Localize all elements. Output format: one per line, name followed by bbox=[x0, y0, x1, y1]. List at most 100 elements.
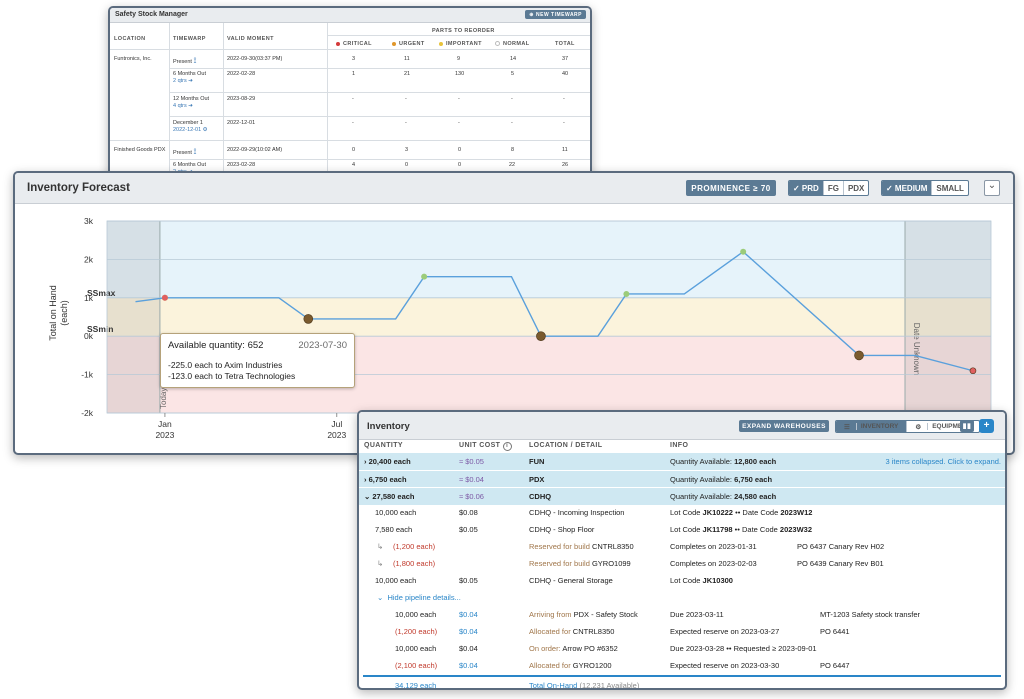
pipeline-row[interactable]: (2,100 each) $0.04 Allocated for GYRO120… bbox=[395, 661, 850, 670]
expand-warehouses-button[interactable]: EXPAND WAREHOUSES bbox=[739, 420, 829, 432]
timewarp-sub[interactable]: 4 qtrs ➔ bbox=[173, 103, 193, 109]
important-cell: 9 bbox=[457, 56, 461, 62]
moment-cell: 2023-02-28 bbox=[227, 162, 256, 168]
toggle-prd[interactable]: ✓ PRD bbox=[789, 181, 823, 195]
tooltip-line-2: -123.0 each to Tetra Technologies bbox=[168, 371, 296, 381]
warehouse-row-cdhq[interactable]: ⌄ 27,580 each ≈ $0.06 CDHQ Quantity Avai… bbox=[359, 487, 1005, 505]
safety-stock-title: Safety Stock Manager bbox=[115, 11, 188, 18]
lot-row[interactable]: 7,580 each $0.05 CDHQ - Shop Floor Lot C… bbox=[375, 525, 813, 534]
location-cell: Finished Goods PDX bbox=[114, 147, 166, 153]
lot-row[interactable]: 10,000 each $0.05 CDHQ - General Storage… bbox=[375, 576, 733, 585]
timewarp-cell[interactable]: Present ⟟ bbox=[173, 56, 197, 65]
y-tick-label: 3k bbox=[84, 216, 94, 226]
urgent-cell: - bbox=[405, 120, 407, 126]
arrow-right-icon: ➔ bbox=[188, 78, 193, 84]
timewarp-cell[interactable]: Present ⟟ bbox=[173, 147, 197, 156]
list-icon: ☰ bbox=[844, 423, 850, 431]
date-unknown-label: Date Unknown bbox=[912, 323, 921, 375]
arrow-right-icon: ➔ bbox=[188, 103, 193, 109]
safety-stock-table: LOCATION TIMEWARP VALID MOMENT PARTS TO … bbox=[110, 23, 590, 180]
lot-row[interactable]: 10,000 each $0.08 CDHQ - Incoming Inspec… bbox=[375, 508, 813, 517]
past-region bbox=[107, 221, 160, 413]
today-label: Today bbox=[159, 388, 168, 409]
col-info: INFO bbox=[670, 442, 689, 449]
important-cell: 0 bbox=[458, 162, 462, 168]
forecast-title: Inventory Forecast bbox=[27, 182, 130, 194]
timewarp-cell[interactable]: 6 Months Out bbox=[173, 71, 207, 77]
x-tick-year: 2023 bbox=[327, 430, 346, 440]
timewarp-cell[interactable]: 6 Months Out bbox=[173, 162, 207, 168]
normal-cell: 8 bbox=[511, 147, 515, 153]
important-cell: 130 bbox=[455, 71, 465, 77]
col-valid-moment: VALID MOMENT bbox=[227, 36, 274, 42]
unknown-region bbox=[905, 221, 991, 413]
x-tick-year: 2023 bbox=[155, 430, 174, 440]
pipeline-row[interactable]: 10,000 each $0.04 On order: Arrow PO #63… bbox=[395, 644, 817, 653]
total-cell: - bbox=[563, 96, 565, 102]
moment-cell: 2022-02-28 bbox=[227, 71, 256, 77]
urgent-cell: 0 bbox=[405, 162, 409, 168]
forecast-header: Inventory Forecast PROMINENCE ≥ 70 ✓ PRD… bbox=[15, 173, 1013, 204]
important-cell: 0 bbox=[458, 147, 462, 153]
toggle-pdx[interactable]: PDX bbox=[842, 181, 868, 195]
ssmin-label: SSmin bbox=[87, 324, 113, 334]
inventory-title: Inventory bbox=[367, 421, 410, 432]
x-tick-label: Jul bbox=[331, 419, 342, 429]
reserved-row[interactable]: ↳ (1,200 each) Reserved for build CNTRL8… bbox=[359, 538, 1005, 555]
urgent-cell: - bbox=[405, 96, 407, 102]
hide-pipeline-link[interactable]: ⌄ Hide pipeline details... bbox=[377, 593, 461, 602]
timewarp-sub[interactable]: 2 qtrs ➔ bbox=[173, 78, 193, 84]
location-cell: Funtronics, Inc. bbox=[114, 56, 152, 62]
add-icon[interactable]: + bbox=[979, 419, 994, 433]
inventory-forecast-panel: Inventory Forecast PROMINENCE ≥ 70 ✓ PRD… bbox=[13, 171, 1015, 455]
timewarp-cell[interactable]: 12 Months Out bbox=[173, 96, 210, 102]
prominence-filter-button[interactable]: PROMINENCE ≥ 70 bbox=[686, 180, 776, 196]
urgent-cell: 11 bbox=[404, 56, 410, 62]
critical-cell: 0 bbox=[352, 147, 356, 153]
critical-cell: - bbox=[352, 96, 354, 102]
type-toggle: ✓ PRD FG PDX bbox=[788, 180, 870, 196]
pipeline-row[interactable]: (1,200 each) $0.04 Allocated for CNTRL83… bbox=[395, 627, 850, 636]
col-urgent: URGENT bbox=[392, 41, 425, 47]
pipeline-row[interactable]: 10,000 each $0.04 Arriving from PDX - Sa… bbox=[395, 610, 921, 619]
forecast-chart: Total on Hand(each) Today Date Unknown SSm… bbox=[48, 216, 992, 440]
sub-item-icon: ↳ bbox=[377, 542, 384, 551]
col-critical: CRITICAL bbox=[336, 41, 372, 47]
pin-icon: ⟟ bbox=[193, 56, 197, 65]
chevron-down-icon[interactable]: ⌄ bbox=[984, 180, 1000, 196]
toggle-fg[interactable]: FG bbox=[822, 181, 843, 195]
critical-cell: 4 bbox=[352, 162, 356, 168]
y-axis-label: Total on Hand(each) bbox=[48, 285, 69, 341]
chevron-down-icon: ⌄ bbox=[377, 593, 384, 602]
safety-stock-panel: Safety Stock Manager ⊕ NEW TIMEWARP LOCAT… bbox=[108, 6, 592, 182]
size-toggle: ✓ MEDIUM SMALL bbox=[881, 180, 969, 196]
warehouse-row-pdx[interactable]: › 6,750 each ≈ $0.04 PDX Quantity Availa… bbox=[359, 470, 1005, 488]
decrease-point bbox=[303, 314, 314, 324]
chevron-right-icon: › bbox=[364, 457, 367, 466]
normal-cell: - bbox=[511, 120, 513, 126]
critical-cell: 3 bbox=[352, 56, 356, 62]
timewarp-cell[interactable]: December 1 bbox=[173, 120, 203, 126]
today-point bbox=[161, 294, 168, 301]
warehouse-row-fun[interactable]: › 20,400 each ≈ $0.05 FUN Quantity Avail… bbox=[359, 453, 1005, 470]
info-icon: i bbox=[502, 442, 512, 451]
new-timewarp-button[interactable]: ⊕ NEW TIMEWARP bbox=[525, 10, 586, 19]
toggle-small[interactable]: SMALL bbox=[931, 181, 968, 195]
timewarp-sub[interactable]: 2022-12-01 ⚙ bbox=[173, 127, 208, 133]
inventory-table: QUANTITY UNIT COST i LOCATION / DETAIL I… bbox=[359, 439, 1005, 688]
expand-collapsed-link[interactable]: 3 items collapsed. Click to expand. bbox=[885, 457, 1001, 466]
total-cell: 40 bbox=[562, 71, 569, 77]
moment-cell: 2022-09-30(03:37 PM) bbox=[227, 56, 283, 62]
tab-equipment[interactable]: ⚙ EQUIPMENT bbox=[906, 421, 978, 432]
critical-cell: 1 bbox=[352, 71, 356, 77]
chart-icon[interactable]: ▮▮ bbox=[960, 420, 974, 432]
plus-icon: ⊕ bbox=[529, 11, 534, 18]
settings-icon: ⚙ bbox=[202, 127, 208, 133]
moment-cell: 2022-09-29(10:02 AM) bbox=[227, 147, 283, 153]
total-divider bbox=[363, 675, 1001, 677]
inventory-header: Inventory EXPAND WAREHOUSES ☰ INVENTORY ⚙… bbox=[359, 412, 1005, 440]
reserved-row[interactable]: ↳ (1,800 each) Reserved for build GYRO10… bbox=[359, 555, 1005, 572]
tab-inventory[interactable]: ☰ INVENTORY bbox=[836, 421, 907, 432]
increase-point bbox=[740, 248, 747, 255]
toggle-medium[interactable]: ✓ MEDIUM bbox=[882, 181, 932, 195]
